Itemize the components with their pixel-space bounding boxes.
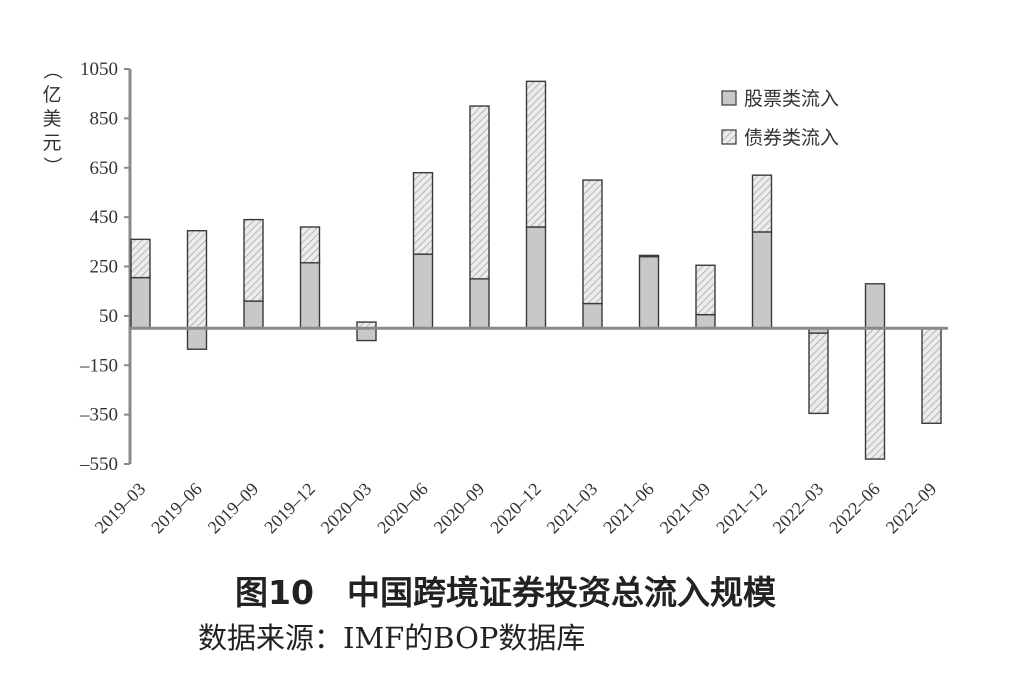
- y-tick-label: 650: [90, 158, 119, 179]
- bar-equity-inflow: [751, 231, 773, 329]
- y-tick-label: –150: [79, 355, 118, 376]
- bar-bond-inflow: [130, 238, 151, 279]
- legend-swatch-bond: [721, 129, 737, 145]
- bar-bond-inflow: [751, 174, 773, 233]
- y-tick-label: –350: [79, 405, 118, 426]
- figure-source: 数据来源：IMF的BOP数据库: [198, 621, 586, 655]
- bar-equity-inflow: [299, 262, 321, 329]
- bar-bond-inflow: [469, 105, 490, 280]
- x-tick-label: 2020–06: [373, 479, 432, 538]
- x-tick-label: 2022–03: [769, 479, 828, 538]
- bar-equity-inflow: [412, 253, 434, 329]
- figure-title: 图10 中国跨境证券投资总流入规模: [235, 573, 776, 612]
- bar-bond-inflow: [243, 218, 264, 302]
- y-tick-label: 450: [90, 207, 119, 228]
- bar-bond-inflow: [864, 327, 886, 460]
- bar-equity-inflow: [638, 255, 660, 329]
- legend-swatch-equity: [721, 90, 737, 106]
- legend-label: 债券类流入: [744, 127, 839, 149]
- bar-equity-inflow: [695, 313, 716, 329]
- bar-bond-inflow: [808, 332, 829, 415]
- bar-bond-inflow: [525, 80, 547, 228]
- bar-equity-inflow: [186, 327, 208, 350]
- x-tick-label: 2019–12: [260, 479, 319, 538]
- x-tick-label: 2019–03: [91, 479, 150, 538]
- y-tick-label: 850: [90, 108, 119, 129]
- x-tick-label: 2019–06: [147, 479, 206, 538]
- x-tick-label: 2022–06: [825, 479, 884, 538]
- x-tick-label: 2020–12: [486, 479, 545, 538]
- y-tick-label: 50: [99, 306, 118, 327]
- bar-equity-inflow: [130, 276, 151, 329]
- bar-bond-inflow: [412, 171, 434, 255]
- y-axis-label-char: ）: [41, 156, 63, 175]
- bar-equity-inflow: [469, 278, 490, 329]
- x-tick-label: 2021–12: [712, 479, 771, 538]
- y-axis-label-char: 元: [42, 132, 61, 154]
- bar-equity-inflow: [356, 327, 377, 342]
- bar-equity-inflow: [864, 283, 886, 329]
- bar-equity-inflow: [243, 300, 264, 329]
- x-tick-label: 2020–09: [430, 479, 489, 538]
- bar-bond-inflow: [695, 264, 716, 316]
- x-tick-label: 2019–09: [204, 479, 263, 538]
- x-tick-label: 2021–06: [599, 479, 658, 538]
- y-tick-label: –550: [79, 454, 118, 475]
- bars: [130, 80, 942, 460]
- bar-bond-inflow: [921, 327, 942, 424]
- stacked-bar-chart: （ 亿美元 ） 1050 850 650 450 250 50 –150 –350 –550 201…: [41, 59, 948, 538]
- bar-equity-inflow: [582, 302, 603, 329]
- x-tick-label: 2020–03: [317, 479, 376, 538]
- y-axis-label: （ 亿美元 ）: [41, 60, 63, 175]
- bar-equity-inflow: [525, 226, 547, 329]
- bar-bond-inflow: [186, 230, 208, 329]
- y-tick-label: 250: [90, 257, 119, 278]
- x-tick-label: 2022–09: [882, 479, 941, 538]
- legend-label: 股票类流入: [744, 88, 839, 110]
- bar-bond-inflow: [299, 226, 321, 264]
- y-axis: 1050 850 650 450 250 50 –150 –350 –550: [79, 59, 132, 475]
- x-tick-label: 2021–09: [656, 479, 715, 538]
- bar-bond-inflow: [582, 179, 603, 305]
- x-tick-label: 2021–03: [543, 479, 602, 538]
- y-tick-label: 1050: [80, 59, 118, 80]
- y-axis-label-char: （: [41, 60, 63, 79]
- bar-bond-inflow: [638, 254, 660, 258]
- y-axis-label-char: 美: [42, 108, 61, 130]
- y-axis-label-char: 亿: [42, 84, 61, 106]
